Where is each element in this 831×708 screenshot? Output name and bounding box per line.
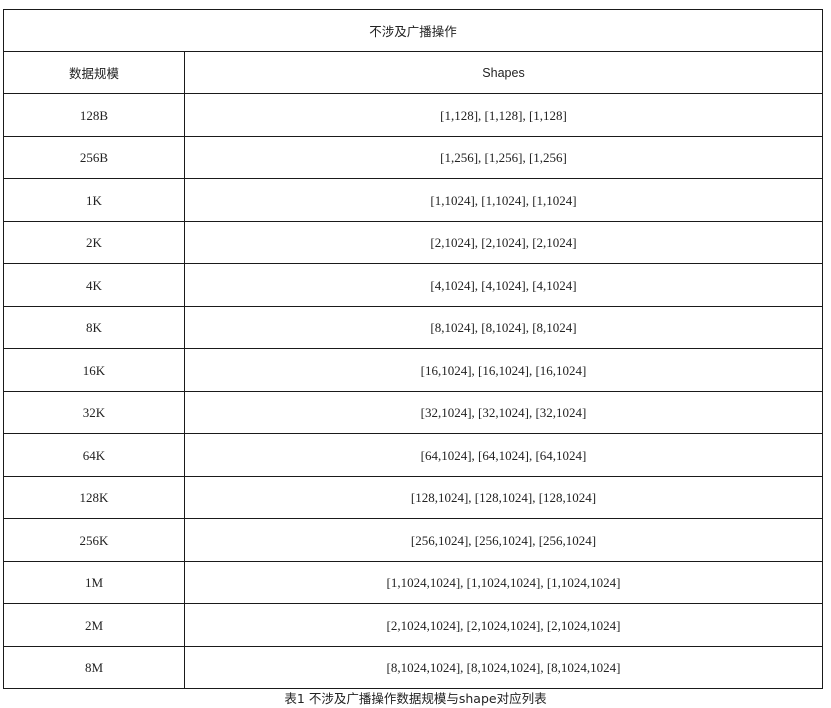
header-data-size: 数据规模 xyxy=(3,51,185,94)
table-row: 1K [1,1024], [1,1024], [1,1024] xyxy=(3,178,824,222)
cell-shapes: [4,1024], [4,1024], [4,1024] xyxy=(183,263,824,307)
table-row: 256B [1,256], [1,256], [1,256] xyxy=(3,135,824,179)
cell-data-size: 256B xyxy=(3,135,185,179)
table-title-row: 不涉及广播操作 xyxy=(2,9,824,52)
cell-shapes: [128,1024], [128,1024], [128,1024] xyxy=(183,475,824,519)
cell-data-size: 128K xyxy=(3,475,185,519)
cell-shapes: [2,1024], [2,1024], [2,1024] xyxy=(183,220,824,264)
cell-shapes: [1,256], [1,256], [1,256] xyxy=(183,135,824,179)
cell-data-size: 32K xyxy=(3,390,185,434)
cell-data-size: 128B xyxy=(3,93,185,137)
cell-data-size: 8K xyxy=(3,305,185,349)
table-title: 不涉及广播操作 xyxy=(2,9,824,52)
table-row: 8K [8,1024], [8,1024], [8,1024] xyxy=(3,305,824,349)
shapes-table: 不涉及广播操作 数据规模 Shapes 128B [1,128], [1,128]… xyxy=(2,9,824,689)
cell-data-size: 1M xyxy=(3,560,185,604)
cell-shapes: [1,1024], [1,1024], [1,1024] xyxy=(183,178,824,222)
cell-data-size: 64K xyxy=(3,433,185,477)
table-row: 64K [64,1024], [64,1024], [64,1024] xyxy=(3,433,824,477)
cell-shapes: [32,1024], [32,1024], [32,1024] xyxy=(183,390,824,434)
table-row: 4K [4,1024], [4,1024], [4,1024] xyxy=(3,263,824,307)
cell-shapes: [8,1024,1024], [8,1024,1024], [8,1024,10… xyxy=(183,645,824,689)
table-row: 1M [1,1024,1024], [1,1024,1024], [1,1024,… xyxy=(3,560,824,604)
cell-shapes: [256,1024], [256,1024], [256,1024] xyxy=(183,518,824,562)
table-row: 2K [2,1024], [2,1024], [2,1024] xyxy=(3,220,824,264)
header-shapes: Shapes xyxy=(183,51,824,94)
cell-shapes: [16,1024], [16,1024], [16,1024] xyxy=(183,348,824,392)
table-row: 128K [128,1024], [128,1024], [128,1024] xyxy=(3,475,824,519)
cell-data-size: 8M xyxy=(3,645,185,689)
cell-data-size: 2M xyxy=(3,603,185,647)
cell-shapes: [2,1024,1024], [2,1024,1024], [2,1024,10… xyxy=(183,603,824,647)
cell-shapes: [1,1024,1024], [1,1024,1024], [1,1024,10… xyxy=(183,560,824,604)
cell-shapes: [64,1024], [64,1024], [64,1024] xyxy=(183,433,824,477)
table-row: 128B [1,128], [1,128], [1,128] xyxy=(3,93,824,137)
cell-shapes: [8,1024], [8,1024], [8,1024] xyxy=(183,305,824,349)
table-row: 2M [2,1024,1024], [2,1024,1024], [2,1024,… xyxy=(3,603,824,647)
cell-data-size: 16K xyxy=(3,348,185,392)
table-row: 8M [8,1024,1024], [8,1024,1024], [8,1024,… xyxy=(3,645,824,689)
cell-data-size: 256K xyxy=(3,518,185,562)
table-row: 256K [256,1024], [256,1024], [256,1024] xyxy=(3,518,824,562)
table-row: 32K [32,1024], [32,1024], [32,1024] xyxy=(3,390,824,434)
cell-shapes: [1,128], [1,128], [1,128] xyxy=(183,93,824,137)
cell-data-size: 2K xyxy=(3,220,185,264)
table-caption: 表1 不涉及广播操作数据规模与shape对应列表 xyxy=(284,691,547,706)
table-row: 16K [16,1024], [16,1024], [16,1024] xyxy=(3,348,824,392)
table-header-row: 数据规模 Shapes xyxy=(3,51,824,94)
cell-data-size: 1K xyxy=(3,178,185,222)
cell-data-size: 4K xyxy=(3,263,185,307)
